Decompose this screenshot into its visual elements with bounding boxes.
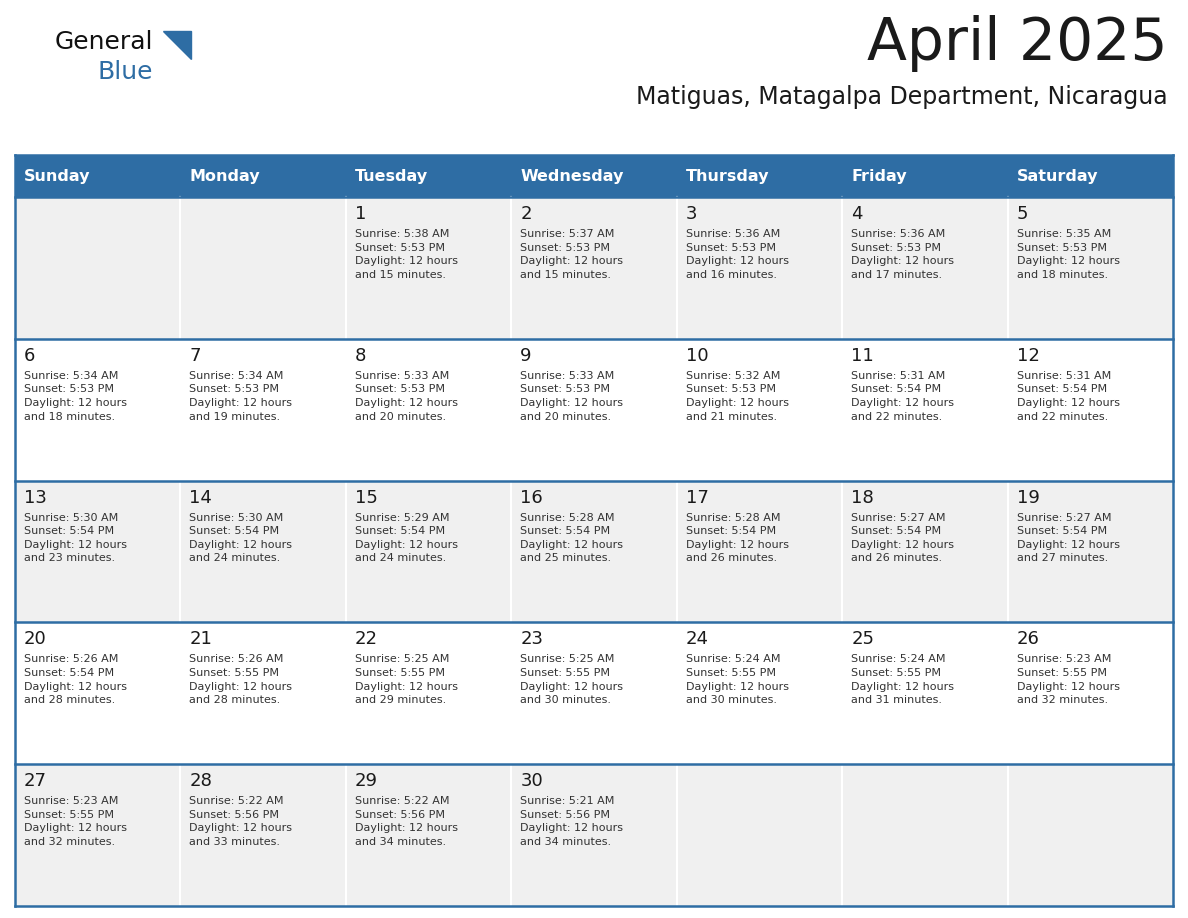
Text: Sunrise: 5:22 AM
Sunset: 5:56 PM
Daylight: 12 hours
and 34 minutes.: Sunrise: 5:22 AM Sunset: 5:56 PM Dayligh… [355, 796, 457, 847]
Text: Sunrise: 5:24 AM
Sunset: 5:55 PM
Daylight: 12 hours
and 31 minutes.: Sunrise: 5:24 AM Sunset: 5:55 PM Dayligh… [851, 655, 954, 705]
Text: 7: 7 [189, 347, 201, 364]
Text: Sunrise: 5:35 AM
Sunset: 5:53 PM
Daylight: 12 hours
and 18 minutes.: Sunrise: 5:35 AM Sunset: 5:53 PM Dayligh… [1017, 229, 1119, 280]
Text: 1: 1 [355, 205, 366, 223]
Polygon shape [163, 31, 191, 59]
Text: 12: 12 [1017, 347, 1040, 364]
Text: Tuesday: Tuesday [355, 169, 428, 184]
Text: 30: 30 [520, 772, 543, 790]
Text: Sunday: Sunday [24, 169, 90, 184]
Text: Blue: Blue [97, 60, 152, 84]
Text: Sunrise: 5:36 AM
Sunset: 5:53 PM
Daylight: 12 hours
and 17 minutes.: Sunrise: 5:36 AM Sunset: 5:53 PM Dayligh… [851, 229, 954, 280]
Text: Sunrise: 5:30 AM
Sunset: 5:54 PM
Daylight: 12 hours
and 23 minutes.: Sunrise: 5:30 AM Sunset: 5:54 PM Dayligh… [24, 512, 127, 564]
Text: 18: 18 [851, 488, 874, 507]
Text: Sunrise: 5:25 AM
Sunset: 5:55 PM
Daylight: 12 hours
and 30 minutes.: Sunrise: 5:25 AM Sunset: 5:55 PM Dayligh… [520, 655, 624, 705]
Text: 5: 5 [1017, 205, 1028, 223]
Text: Sunrise: 5:38 AM
Sunset: 5:53 PM
Daylight: 12 hours
and 15 minutes.: Sunrise: 5:38 AM Sunset: 5:53 PM Dayligh… [355, 229, 457, 280]
Text: 24: 24 [685, 631, 709, 648]
Text: Sunrise: 5:21 AM
Sunset: 5:56 PM
Daylight: 12 hours
and 34 minutes.: Sunrise: 5:21 AM Sunset: 5:56 PM Dayligh… [520, 796, 624, 847]
Text: 14: 14 [189, 488, 213, 507]
Text: Sunrise: 5:23 AM
Sunset: 5:55 PM
Daylight: 12 hours
and 32 minutes.: Sunrise: 5:23 AM Sunset: 5:55 PM Dayligh… [24, 796, 127, 847]
Text: 29: 29 [355, 772, 378, 790]
Text: 23: 23 [520, 631, 543, 648]
Text: 25: 25 [851, 631, 874, 648]
Text: 6: 6 [24, 347, 36, 364]
Text: 2: 2 [520, 205, 532, 223]
Text: Sunrise: 5:24 AM
Sunset: 5:55 PM
Daylight: 12 hours
and 30 minutes.: Sunrise: 5:24 AM Sunset: 5:55 PM Dayligh… [685, 655, 789, 705]
Text: Sunrise: 5:28 AM
Sunset: 5:54 PM
Daylight: 12 hours
and 25 minutes.: Sunrise: 5:28 AM Sunset: 5:54 PM Dayligh… [520, 512, 624, 564]
Text: Sunrise: 5:34 AM
Sunset: 5:53 PM
Daylight: 12 hours
and 19 minutes.: Sunrise: 5:34 AM Sunset: 5:53 PM Dayligh… [189, 371, 292, 421]
Bar [15, 481, 1173, 622]
Text: Sunrise: 5:33 AM
Sunset: 5:53 PM
Daylight: 12 hours
and 20 minutes.: Sunrise: 5:33 AM Sunset: 5:53 PM Dayligh… [520, 371, 624, 421]
Text: Sunrise: 5:31 AM
Sunset: 5:54 PM
Daylight: 12 hours
and 22 minutes.: Sunrise: 5:31 AM Sunset: 5:54 PM Dayligh… [851, 371, 954, 421]
Text: General: General [55, 30, 153, 54]
Bar [15, 764, 1173, 906]
Text: 3: 3 [685, 205, 697, 223]
Text: 17: 17 [685, 488, 708, 507]
Text: 27: 27 [24, 772, 48, 790]
Text: Sunrise: 5:27 AM
Sunset: 5:54 PM
Daylight: 12 hours
and 26 minutes.: Sunrise: 5:27 AM Sunset: 5:54 PM Dayligh… [851, 512, 954, 564]
Text: Friday: Friday [851, 169, 906, 184]
Text: Sunrise: 5:25 AM
Sunset: 5:55 PM
Daylight: 12 hours
and 29 minutes.: Sunrise: 5:25 AM Sunset: 5:55 PM Dayligh… [355, 655, 457, 705]
Text: Sunrise: 5:26 AM
Sunset: 5:54 PM
Daylight: 12 hours
and 28 minutes.: Sunrise: 5:26 AM Sunset: 5:54 PM Dayligh… [24, 655, 127, 705]
Text: 21: 21 [189, 631, 213, 648]
Text: 15: 15 [355, 488, 378, 507]
Text: 26: 26 [1017, 631, 1040, 648]
Text: Sunrise: 5:23 AM
Sunset: 5:55 PM
Daylight: 12 hours
and 32 minutes.: Sunrise: 5:23 AM Sunset: 5:55 PM Dayligh… [1017, 655, 1119, 705]
Text: Sunrise: 5:31 AM
Sunset: 5:54 PM
Daylight: 12 hours
and 22 minutes.: Sunrise: 5:31 AM Sunset: 5:54 PM Dayligh… [1017, 371, 1119, 421]
Text: Sunrise: 5:27 AM
Sunset: 5:54 PM
Daylight: 12 hours
and 27 minutes.: Sunrise: 5:27 AM Sunset: 5:54 PM Dayligh… [1017, 512, 1119, 564]
Text: 22: 22 [355, 631, 378, 648]
Text: 20: 20 [24, 631, 46, 648]
Text: Thursday: Thursday [685, 169, 769, 184]
Bar [15, 339, 1173, 481]
Text: Sunrise: 5:30 AM
Sunset: 5:54 PM
Daylight: 12 hours
and 24 minutes.: Sunrise: 5:30 AM Sunset: 5:54 PM Dayligh… [189, 512, 292, 564]
Text: Sunrise: 5:33 AM
Sunset: 5:53 PM
Daylight: 12 hours
and 20 minutes.: Sunrise: 5:33 AM Sunset: 5:53 PM Dayligh… [355, 371, 457, 421]
Text: Matiguas, Matagalpa Department, Nicaragua: Matiguas, Matagalpa Department, Nicaragu… [637, 85, 1168, 109]
Text: Monday: Monday [189, 169, 260, 184]
Bar [15, 155, 1173, 197]
Text: Saturday: Saturday [1017, 169, 1098, 184]
Text: Sunrise: 5:28 AM
Sunset: 5:54 PM
Daylight: 12 hours
and 26 minutes.: Sunrise: 5:28 AM Sunset: 5:54 PM Dayligh… [685, 512, 789, 564]
Text: Sunrise: 5:37 AM
Sunset: 5:53 PM
Daylight: 12 hours
and 15 minutes.: Sunrise: 5:37 AM Sunset: 5:53 PM Dayligh… [520, 229, 624, 280]
Text: Sunrise: 5:36 AM
Sunset: 5:53 PM
Daylight: 12 hours
and 16 minutes.: Sunrise: 5:36 AM Sunset: 5:53 PM Dayligh… [685, 229, 789, 280]
Text: April 2025: April 2025 [867, 15, 1168, 72]
Bar [15, 622, 1173, 764]
Text: Sunrise: 5:29 AM
Sunset: 5:54 PM
Daylight: 12 hours
and 24 minutes.: Sunrise: 5:29 AM Sunset: 5:54 PM Dayligh… [355, 512, 457, 564]
Text: 9: 9 [520, 347, 532, 364]
Text: Sunrise: 5:22 AM
Sunset: 5:56 PM
Daylight: 12 hours
and 33 minutes.: Sunrise: 5:22 AM Sunset: 5:56 PM Dayligh… [189, 796, 292, 847]
Text: Sunrise: 5:32 AM
Sunset: 5:53 PM
Daylight: 12 hours
and 21 minutes.: Sunrise: 5:32 AM Sunset: 5:53 PM Dayligh… [685, 371, 789, 421]
Text: Wednesday: Wednesday [520, 169, 624, 184]
Text: 28: 28 [189, 772, 213, 790]
Text: 16: 16 [520, 488, 543, 507]
Bar [15, 197, 1173, 339]
Text: 19: 19 [1017, 488, 1040, 507]
Text: 11: 11 [851, 347, 874, 364]
Text: 8: 8 [355, 347, 366, 364]
Text: 10: 10 [685, 347, 708, 364]
Text: Sunrise: 5:26 AM
Sunset: 5:55 PM
Daylight: 12 hours
and 28 minutes.: Sunrise: 5:26 AM Sunset: 5:55 PM Dayligh… [189, 655, 292, 705]
Text: Sunrise: 5:34 AM
Sunset: 5:53 PM
Daylight: 12 hours
and 18 minutes.: Sunrise: 5:34 AM Sunset: 5:53 PM Dayligh… [24, 371, 127, 421]
Text: 4: 4 [851, 205, 862, 223]
Text: 13: 13 [24, 488, 46, 507]
